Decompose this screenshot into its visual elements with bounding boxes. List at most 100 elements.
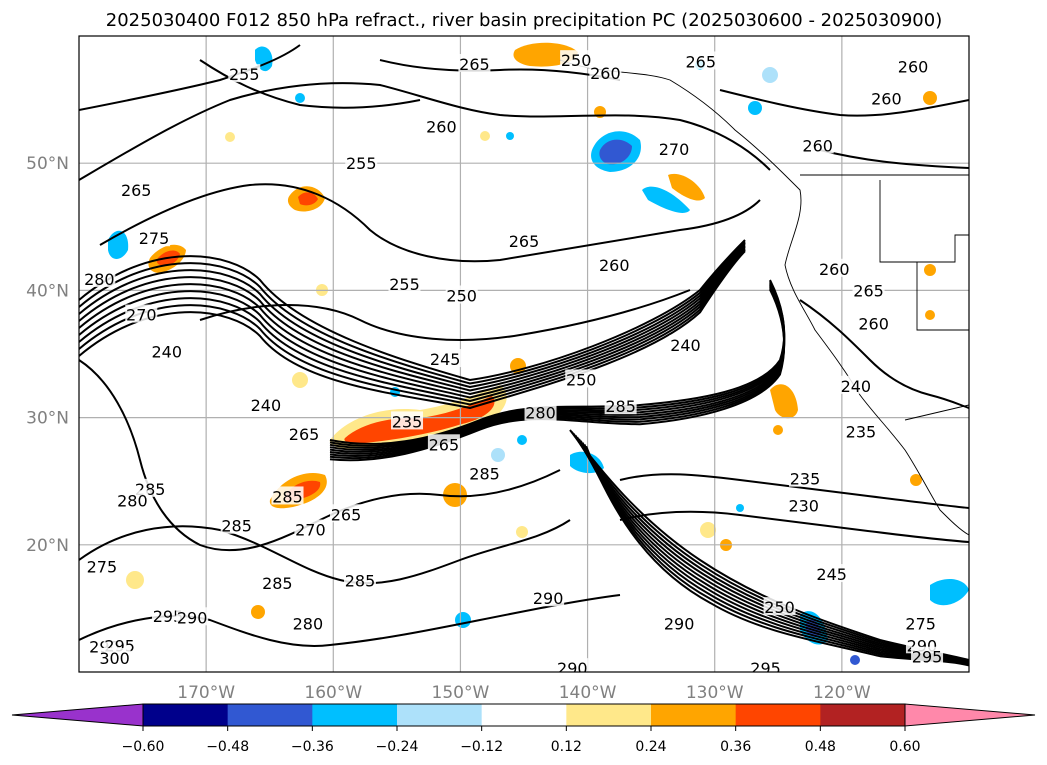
- colorbar-tick-label: −0.24: [376, 739, 419, 755]
- contour-label-background: [220, 515, 253, 534]
- colorbar-segment: [735, 704, 821, 726]
- precipitation-shading: [108, 42, 969, 665]
- contour-line: [619, 473, 969, 509]
- contour-label-background: [291, 613, 324, 632]
- colorbar-segment: [651, 704, 737, 726]
- contour-label-background: [85, 556, 118, 575]
- contour-label: 240: [151, 342, 182, 361]
- negative-anomaly-patch: [642, 186, 690, 213]
- contour-label: 285: [605, 397, 636, 416]
- contour-label-background: [425, 116, 458, 135]
- interior-border: [879, 180, 969, 263]
- colorbar-tick-label: −0.36: [291, 739, 334, 755]
- positive-anomaly-dot: [925, 310, 935, 320]
- contour-line: [799, 299, 969, 409]
- colorbar-extend-min: [11, 703, 144, 727]
- colorbar-segment: [820, 704, 906, 726]
- contour-label-background: [83, 268, 116, 287]
- positive-anomaly-dot: [480, 131, 490, 141]
- contour-line: [79, 359, 561, 552]
- contour-line: [819, 149, 969, 169]
- contour-label-background: [532, 588, 565, 607]
- contour-label-background: [589, 62, 622, 81]
- contour-label-background: [844, 421, 877, 440]
- contour-label: 270: [126, 306, 157, 325]
- contour-label-background: [852, 280, 885, 299]
- interior-border: [916, 262, 969, 331]
- contour-label: 295: [153, 607, 184, 626]
- contour-label: 265: [685, 52, 716, 71]
- contour-label-background: [911, 646, 944, 665]
- contour-label: 290: [557, 659, 588, 678]
- contour-label: 275: [87, 557, 118, 576]
- contour-label-background: [120, 179, 153, 198]
- contour-label-background: [468, 463, 501, 482]
- positive-anomaly-dot: [251, 605, 265, 619]
- contour-label-background: [815, 564, 848, 583]
- contour-label: 275: [905, 615, 936, 634]
- contour-label: 240: [670, 336, 701, 355]
- contour-label-background: [749, 658, 782, 672]
- contour-label: 265: [853, 281, 884, 300]
- colorbar-extend-max: [904, 703, 1036, 727]
- gridlines: [79, 36, 969, 672]
- negative-anomaly-dot: [736, 504, 744, 512]
- contour-label: 260: [802, 136, 833, 155]
- positive-anomaly-patch-core: [298, 192, 318, 206]
- contour-label-background: [176, 607, 209, 626]
- colorbar-tick-label: 0.60: [889, 739, 920, 755]
- contour-label: 275: [139, 229, 170, 248]
- contour-line: [79, 249, 746, 406]
- positive-anomaly-dot: [292, 372, 308, 388]
- positive-anomaly-dot: [126, 571, 144, 589]
- contour-label: 245: [816, 565, 847, 584]
- contour-label: 260: [898, 58, 929, 77]
- contour-label: 260: [426, 117, 457, 136]
- contour-line: [79, 240, 746, 385]
- contour-label: 265: [429, 435, 460, 454]
- contour-line: [619, 510, 969, 543]
- contour-label-background: [388, 274, 421, 293]
- contour-label-background: [152, 606, 184, 625]
- contour-label-background: [897, 56, 930, 75]
- contour-label-background: [818, 258, 851, 277]
- contour-label: 245: [430, 350, 461, 369]
- contour-label: 270: [659, 140, 690, 159]
- colorbar-frame: [142, 703, 906, 727]
- positive-anomaly-dot: [924, 264, 936, 276]
- negative-anomaly-dot: [295, 93, 305, 103]
- colorbar-tick-label: 0.48: [805, 739, 836, 755]
- contour-label-background: [445, 285, 478, 304]
- contour-label: 240: [841, 377, 872, 396]
- contour-label: 235: [790, 470, 821, 489]
- coastline: [559, 59, 969, 536]
- contour-label: 250: [446, 286, 477, 305]
- contour-label: 265: [121, 181, 152, 200]
- contour-line: [79, 246, 746, 399]
- contour-label-background: [508, 230, 540, 249]
- contour-label-background: [560, 50, 593, 69]
- contour-label-background: [658, 139, 691, 158]
- contour-label-background: [271, 486, 304, 505]
- contour-label: 240: [251, 396, 282, 415]
- contour-label: 270: [295, 521, 326, 540]
- contour-label: 260: [599, 256, 630, 275]
- colorbar-segment: [397, 704, 483, 726]
- colorbar-tick-label: −0.60: [122, 739, 165, 755]
- contour-label: 255: [389, 275, 420, 294]
- contour-label-background: [904, 613, 937, 632]
- contour-label: 285: [221, 517, 252, 536]
- contour-label-background: [343, 570, 376, 589]
- contour-label: 285: [262, 574, 293, 593]
- contour-line: [99, 183, 761, 263]
- contour-label-background: [116, 490, 149, 509]
- contour-label-background: [228, 64, 261, 83]
- contour-label-background: [98, 648, 131, 667]
- colorbar: [11, 703, 1036, 727]
- contour-label: 265: [331, 505, 362, 524]
- contour-label: 260: [590, 64, 621, 83]
- colorbar-tick-labels: −0.60 −0.48 −0.36 −0.24 −0.12 0.12 0.24 0.36 0.4…: [122, 726, 921, 755]
- contour-label: 250: [764, 598, 795, 617]
